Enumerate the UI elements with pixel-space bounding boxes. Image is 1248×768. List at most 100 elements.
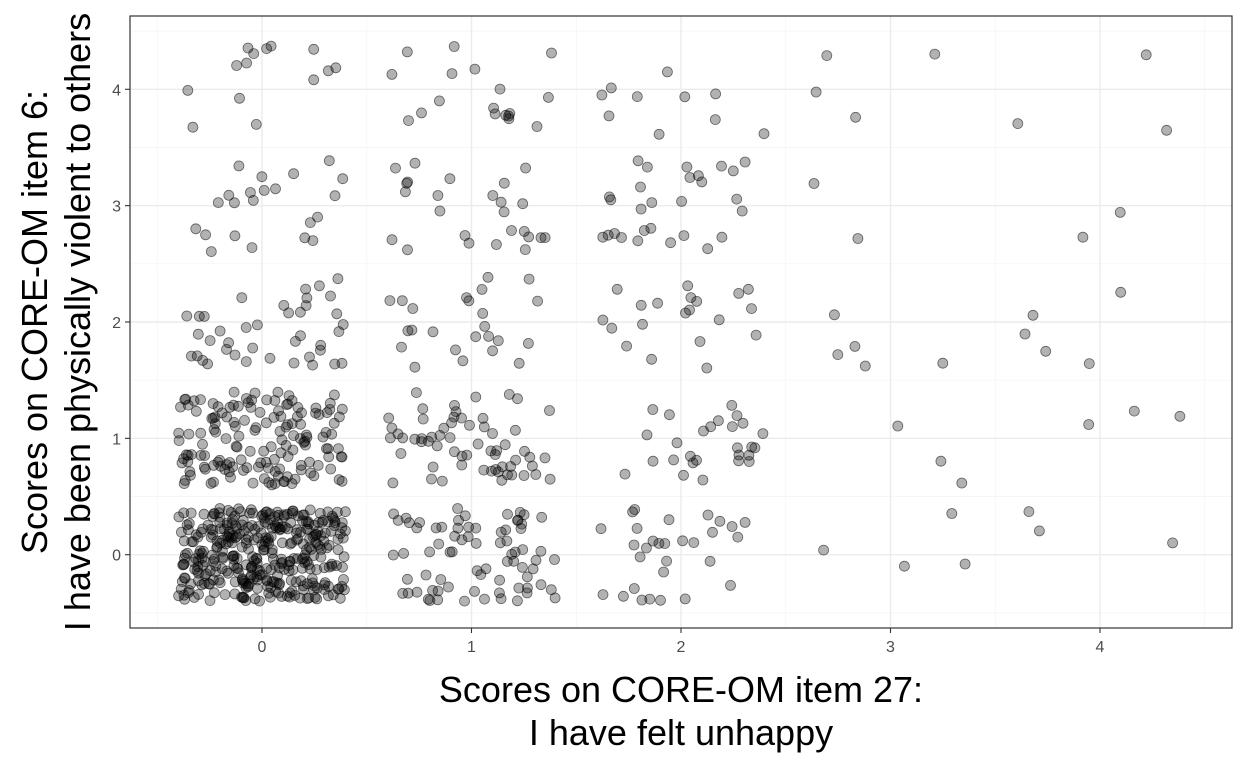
- data-point: [459, 595, 470, 607]
- data-point: [331, 506, 343, 518]
- data-point: [821, 50, 833, 61]
- data-point: [631, 523, 643, 534]
- data-point: [286, 418, 298, 430]
- data-point: [190, 405, 202, 417]
- data-point: [390, 162, 401, 174]
- data-point: [244, 187, 256, 198]
- data-point: [173, 590, 185, 602]
- data-point: [655, 594, 666, 606]
- data-point: [242, 531, 254, 543]
- data-point: [312, 211, 324, 223]
- y-axis-title-line-2: I have been physically violent to others: [57, 13, 98, 631]
- data-point: [635, 299, 647, 311]
- data-point: [228, 416, 240, 428]
- data-point: [687, 457, 699, 469]
- data-point: [264, 352, 276, 364]
- data-point: [518, 470, 530, 481]
- data-point: [899, 560, 910, 572]
- data-point: [449, 399, 460, 411]
- data-point: [304, 217, 316, 229]
- data-point: [336, 475, 348, 487]
- data-point: [595, 523, 607, 535]
- data-point: [266, 544, 278, 556]
- x-tick-label: 4: [1096, 639, 1105, 656]
- data-point: [410, 387, 422, 399]
- data-point: [427, 585, 439, 596]
- data-point: [208, 424, 220, 435]
- data-point: [317, 515, 329, 526]
- data-point: [532, 295, 543, 307]
- data-point: [261, 43, 273, 54]
- data-point: [268, 411, 280, 423]
- data-point: [266, 576, 278, 587]
- data-point: [935, 455, 947, 467]
- data-point: [233, 160, 245, 172]
- data-point: [255, 457, 267, 469]
- data-point: [403, 517, 415, 529]
- data-point: [221, 459, 233, 471]
- data-point: [642, 161, 653, 173]
- data-point: [250, 422, 262, 434]
- y-tick-label: 4: [112, 82, 121, 99]
- data-point: [470, 331, 482, 343]
- x-tick-label: 0: [258, 639, 267, 656]
- data-point: [433, 95, 445, 107]
- data-point: [424, 546, 436, 558]
- data-point: [321, 542, 333, 554]
- data-point: [301, 544, 312, 555]
- data-point: [173, 435, 185, 447]
- data-point: [336, 357, 348, 369]
- data-points: [173, 40, 1186, 607]
- data-point: [402, 176, 414, 188]
- data-point: [427, 461, 439, 473]
- data-point: [628, 539, 640, 551]
- data-point: [646, 197, 658, 209]
- data-point: [409, 433, 421, 445]
- data-point: [232, 563, 244, 575]
- data-point: [175, 583, 187, 595]
- data-point: [216, 563, 228, 575]
- data-point: [758, 128, 770, 140]
- data-point: [286, 395, 298, 406]
- data-point: [456, 534, 468, 546]
- data-point: [300, 283, 312, 295]
- data-point: [240, 322, 252, 333]
- y-tick-label: 3: [112, 199, 121, 216]
- data-point: [322, 590, 334, 602]
- data-point: [492, 335, 504, 347]
- data-point: [444, 173, 456, 185]
- data-point: [217, 551, 229, 563]
- data-point: [502, 508, 513, 520]
- data-point: [187, 121, 199, 133]
- data-point: [479, 320, 491, 332]
- data-point: [260, 507, 272, 518]
- data-point: [310, 402, 322, 414]
- data-point: [254, 406, 266, 418]
- data-point: [446, 417, 458, 429]
- data-point: [638, 225, 650, 236]
- data-point: [731, 193, 743, 205]
- data-point: [192, 328, 204, 340]
- data-point: [309, 530, 321, 542]
- data-point: [295, 418, 307, 430]
- data-point: [476, 283, 488, 295]
- data-point: [194, 545, 206, 557]
- data-point: [247, 194, 259, 206]
- data-point: [487, 428, 498, 439]
- data-point: [292, 553, 303, 564]
- data-point: [493, 587, 505, 599]
- data-point: [852, 233, 864, 244]
- data-point: [299, 232, 311, 244]
- data-point: [228, 386, 240, 398]
- data-point: [743, 283, 754, 295]
- data-point: [1083, 419, 1095, 430]
- data-point: [272, 386, 284, 398]
- data-point: [225, 471, 236, 483]
- data-point: [223, 189, 235, 201]
- data-point: [416, 107, 427, 119]
- data-point: [407, 303, 419, 314]
- data-point: [490, 239, 502, 250]
- data-point: [746, 441, 758, 453]
- data-point: [186, 536, 198, 548]
- data-point: [301, 578, 313, 590]
